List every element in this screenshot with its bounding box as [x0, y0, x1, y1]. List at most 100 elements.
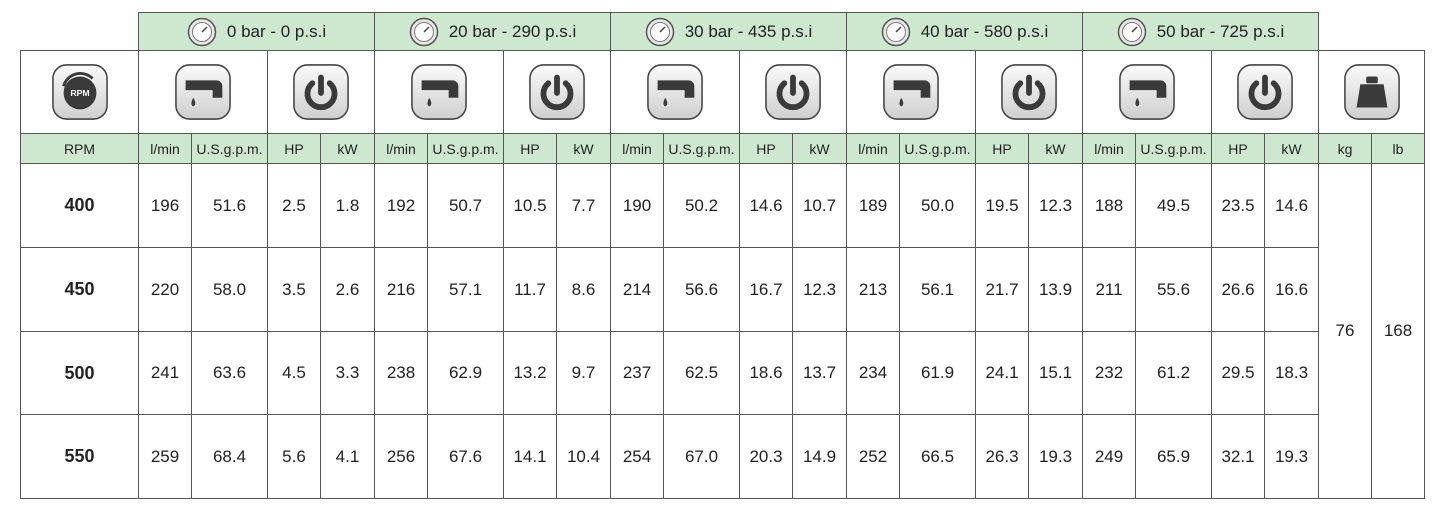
unit-header-text: U.S.g.p.m. — [668, 140, 735, 157]
table-cell-text: 67.0 — [684, 446, 719, 466]
table-cell-text: 4.1 — [335, 446, 360, 466]
table-cell: 232 — [1082, 331, 1136, 415]
power-icon — [529, 64, 585, 120]
table-cell: 14.9 — [792, 414, 847, 499]
table-cell: 57.1 — [427, 247, 504, 332]
table-cell-text: 13.7 — [802, 363, 837, 382]
table-cell-text: 50.7 — [448, 195, 483, 215]
table-cell-text: 254 — [622, 446, 652, 466]
table-cell: 56.1 — [899, 247, 976, 332]
rpm-value-text: 450 — [64, 279, 95, 299]
table-cell: 50.7 — [427, 163, 504, 248]
table-cell: 234 — [846, 331, 900, 415]
rpm-value-text: 500 — [64, 362, 95, 383]
unit-header: HP — [503, 133, 557, 164]
table-cell: 24.1 — [975, 331, 1029, 415]
power-icon-cell — [739, 50, 847, 134]
table-cell-text: 23.5 — [1221, 195, 1255, 215]
table-cell-text: 238 — [386, 363, 416, 382]
rpm-icon-label: RPM — [70, 88, 89, 98]
unit-header-text: l/min — [1094, 140, 1124, 157]
unit-header-text: HP — [1228, 140, 1248, 157]
table-cell-text: 2.5 — [282, 195, 306, 215]
table-cell: 13.7 — [792, 331, 847, 415]
table-cell: 51.6 — [191, 163, 268, 248]
weight-value: 168 — [1371, 163, 1425, 499]
table-cell: 18.3 — [1264, 331, 1319, 415]
unit-header: U.S.g.p.m. — [899, 133, 976, 164]
table-cell-text: 220 — [150, 279, 180, 299]
weight-value-text: 76 — [1335, 321, 1355, 340]
unit-header-text: l/min — [386, 140, 416, 157]
unit-header-text: HP — [284, 140, 304, 157]
flow-icon — [647, 64, 703, 120]
gauge-icon — [645, 17, 674, 46]
table-cell-text: 56.1 — [920, 279, 955, 299]
table-cell-text: 1.8 — [335, 195, 360, 215]
table-cell: 7.7 — [556, 163, 611, 248]
table-cell: 214 — [610, 247, 664, 332]
unit-header-text: U.S.g.p.m. — [1140, 140, 1207, 157]
table-cell: 3.3 — [320, 331, 375, 415]
rpm-value: 400 — [20, 163, 139, 248]
unit-header-text: kg — [1337, 140, 1353, 157]
table-cell-text: 237 — [622, 363, 652, 382]
table-cell: 196 — [138, 163, 192, 248]
unit-header-text: kW — [1045, 140, 1066, 157]
unit-header-text: HP — [992, 140, 1012, 157]
table-cell-text: 50.2 — [684, 195, 719, 215]
gauge-icon — [1117, 17, 1146, 46]
rpm-value: 550 — [20, 414, 139, 499]
pressure-header-text: 30 bar - 435 p.s.i — [684, 21, 813, 41]
table-cell-text: 13.9 — [1038, 279, 1073, 299]
table-cell-text: 241 — [150, 363, 180, 382]
table-cell: 220 — [138, 247, 192, 332]
table-cell-text: 189 — [858, 195, 888, 215]
table-cell: 10.5 — [503, 163, 557, 248]
unit-header: HP — [975, 133, 1029, 164]
table-cell-text: 19.3 — [1274, 446, 1309, 466]
icon-shape — [185, 80, 223, 98]
pressure-header: 0 bar - 0 p.s.i — [138, 12, 375, 51]
unit-header-text: lb — [1392, 140, 1404, 157]
icon-shape — [657, 80, 695, 98]
table-cell-text: 16.7 — [749, 279, 783, 299]
pressure-header-text: 0 bar - 0 p.s.i — [226, 21, 327, 41]
unit-header-text: U.S.g.p.m. — [904, 140, 971, 157]
table-cell-text: 29.5 — [1221, 363, 1255, 382]
table-cell: 14.6 — [739, 163, 793, 248]
table-cell: 49.5 — [1135, 163, 1212, 248]
icon-shape — [899, 97, 904, 107]
table-cell: 68.4 — [191, 414, 268, 499]
table-cell: 29.5 — [1211, 331, 1265, 415]
table-cell: 8.6 — [556, 247, 611, 332]
pressure-header: 20 bar - 290 p.s.i — [374, 12, 611, 51]
flow-icon-cell — [374, 50, 504, 134]
table-cell-text: 51.6 — [212, 195, 247, 215]
icon-shape — [423, 25, 430, 33]
weight-value-text: 168 — [1383, 321, 1413, 340]
table-cell: 23.5 — [1211, 163, 1265, 248]
rpm-icon-cell: RPM — [20, 50, 139, 134]
unit-header-text: U.S.g.p.m. — [196, 140, 263, 157]
table-cell: 2.6 — [320, 247, 375, 332]
table-cell: 13.2 — [503, 331, 557, 415]
table-cell-text: 15.1 — [1038, 363, 1073, 382]
table-cell-text: 214 — [622, 279, 652, 299]
flow-icon-cell — [846, 50, 976, 134]
rpm-value-text: 550 — [64, 446, 95, 466]
table-cell-text: 10.5 — [513, 195, 547, 215]
icon-shape — [191, 97, 196, 107]
power-icon-cell — [503, 50, 611, 134]
table-cell-text: 256 — [386, 446, 416, 466]
table-cell: 190 — [610, 163, 664, 248]
table-cell-text: 19.5 — [985, 195, 1019, 215]
unit-header: kW — [556, 133, 611, 164]
table-cell-text: 213 — [858, 279, 888, 299]
unit-header: U.S.g.p.m. — [663, 133, 740, 164]
power-icon-cell — [975, 50, 1083, 134]
icon-shape — [647, 64, 703, 120]
table-cell: 16.6 — [1264, 247, 1319, 332]
table-cell: 55.6 — [1135, 247, 1212, 332]
table-cell: 211 — [1082, 247, 1136, 332]
